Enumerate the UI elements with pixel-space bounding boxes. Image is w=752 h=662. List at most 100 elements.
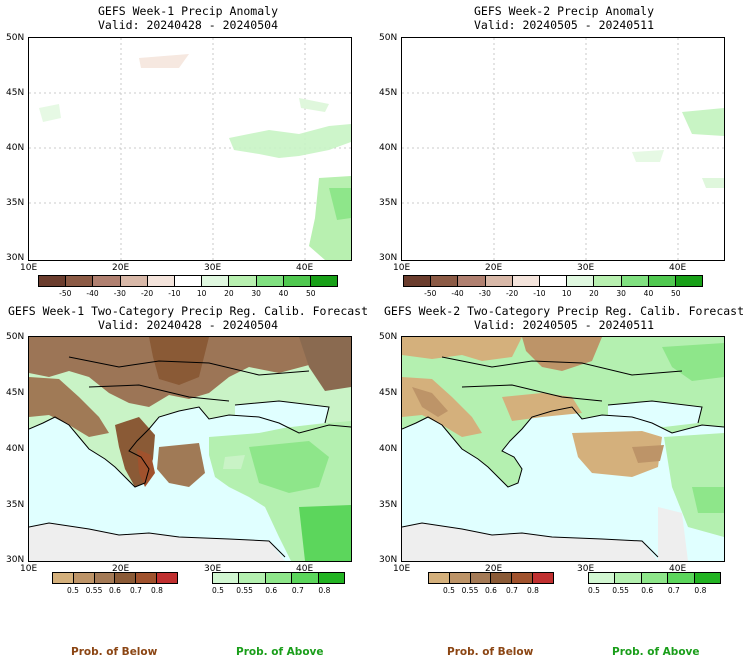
colorbar-swatch <box>239 573 266 583</box>
colorbar-swatch <box>283 276 311 286</box>
panel-week2-anomaly: GEFS Week-2 Precip Anomaly Valid: 202405… <box>376 0 752 331</box>
colorbar-tick-label: 0.5 <box>588 586 600 595</box>
colorbar-swatch <box>73 573 95 583</box>
colorbar-tick-label: 0.7 <box>667 586 680 595</box>
colorbar-swatch <box>93 276 121 286</box>
lat-label: 40N <box>379 444 398 454</box>
colorbar-tick-label: 0.8 <box>694 586 707 595</box>
colorbar-swatch <box>136 573 158 583</box>
colorbar-tick-label: 20 <box>589 289 599 298</box>
colorbar-swatch <box>594 276 622 286</box>
colorbar-tick-label: -50 <box>424 289 437 298</box>
colorbar-tick-label: -40 <box>86 289 99 298</box>
colorbar-tick-label: 0.7 <box>130 586 142 595</box>
below-colorbar <box>428 572 554 584</box>
colorbar-swatch <box>94 573 116 583</box>
colorbar-tick-label: -40 <box>451 289 464 298</box>
panel-valid-dates: Valid: 20240428 - 20240504 <box>97 318 278 332</box>
lat-label: 35N <box>6 500 25 510</box>
colorbar-tick-label: 0.7 <box>506 586 518 595</box>
anomaly-colorbar <box>403 275 703 287</box>
panel-valid-dates: Valid: 20240505 - 20240511 <box>473 318 654 332</box>
lon-label: 40E <box>669 263 687 273</box>
colorbar-swatch <box>265 573 293 583</box>
lon-label: 30E <box>577 263 595 273</box>
lat-label: 50N <box>379 332 398 342</box>
colorbar-swatch <box>485 276 513 286</box>
lat-label: 40N <box>6 143 25 153</box>
panel-title: GEFS Week-1 Precip Anomaly <box>97 4 278 18</box>
colorbar-swatch <box>621 276 649 286</box>
above-colorbar <box>588 572 721 584</box>
colorbar-swatch <box>318 573 345 583</box>
colorbar-swatch <box>668 573 695 583</box>
colorbar-tick-label: 0.8 <box>151 586 163 595</box>
panel-title: GEFS Week-1 Two-Category Precip Reg. Cal… <box>7 304 369 318</box>
colorbar-tick-label: 30 <box>616 289 626 298</box>
colorbar-tick-label: 0.8 <box>527 586 539 595</box>
lon-label: 30E <box>204 564 222 574</box>
colorbar-swatch <box>470 573 492 583</box>
colorbar-tick-label: 0.55 <box>612 586 629 595</box>
colorbar-swatch <box>174 276 203 286</box>
map-canvas <box>29 337 351 561</box>
colorbar-tick-label: 0.6 <box>485 586 497 595</box>
lat-label: 30N <box>379 253 398 263</box>
colorbar-swatch <box>458 276 486 286</box>
colorbar-tick-label: 0.7 <box>291 586 304 595</box>
colorbar-tick-label: 0.55 <box>236 586 253 595</box>
panel-valid-dates: Valid: 20240428 - 20240504 <box>97 18 278 32</box>
colorbar-swatch <box>147 276 175 286</box>
colorbar-swatch <box>615 573 642 583</box>
lon-label: 20E <box>485 263 503 273</box>
lat-label: 40N <box>6 444 25 454</box>
colorbar-tick-label: -20 <box>140 289 154 298</box>
colorbar-tick-label: 30 <box>251 289 261 298</box>
anomaly-colorbar <box>38 275 338 287</box>
colorbar-swatch <box>404 276 432 286</box>
colorbar-swatch <box>115 573 137 583</box>
above-colorbar <box>212 572 345 584</box>
colorbar-swatch <box>512 276 540 286</box>
panel-week2-probability: GEFS Week-2 Two-Category Precip Reg. Cal… <box>376 300 752 662</box>
colorbar-tick-label: -50 <box>59 289 72 298</box>
colorbar-tick-label: 50 <box>305 289 316 298</box>
colorbar-tick-label: 10 <box>561 289 572 298</box>
anomaly-map <box>401 37 725 261</box>
lat-label: 30N <box>6 253 25 263</box>
colorbar-swatch <box>567 276 595 286</box>
colorbar-tick-label: 10 <box>196 289 207 298</box>
lat-label: 35N <box>379 500 398 510</box>
colorbar-tick-label: -30 <box>478 289 491 298</box>
lat-label: 30N <box>379 555 398 565</box>
panel-title: GEFS Week-2 Two-Category Precip Reg. Cal… <box>383 304 745 318</box>
lon-label: 20E <box>485 564 503 574</box>
colorbar-swatch <box>491 573 513 583</box>
lon-label: 10E <box>393 263 411 273</box>
colorbar-swatch <box>648 276 676 286</box>
colorbar-swatch <box>256 276 284 286</box>
lon-label: 20E <box>112 564 130 574</box>
lat-label: 45N <box>379 88 398 98</box>
colorbar-swatch <box>533 573 553 583</box>
map-canvas <box>402 337 724 561</box>
colorbar-swatch <box>641 573 669 583</box>
below-colorbar <box>52 572 178 584</box>
prob-below-label: Prob. of Below <box>447 646 534 658</box>
lon-label: 30E <box>204 263 222 273</box>
lon-label: 10E <box>20 263 38 273</box>
colorbar-swatch <box>53 573 74 583</box>
colorbar-tick-label: 0.5 <box>212 586 224 595</box>
colorbar-tick-label: 0.5 <box>443 586 455 595</box>
colorbar-swatch <box>39 276 67 286</box>
colorbar-tick-label: 20 <box>224 289 234 298</box>
lon-label: 40E <box>296 263 314 273</box>
colorbar-swatch <box>213 573 240 583</box>
anomaly-map <box>28 37 352 261</box>
prob-below-label: Prob. of Below <box>71 646 158 658</box>
lat-label: 45N <box>379 388 398 398</box>
lat-label: 50N <box>6 33 25 43</box>
colorbar-tick-label: 50 <box>670 289 681 298</box>
colorbar-tick-label: -10 <box>168 289 181 298</box>
colorbar-swatch <box>589 573 616 583</box>
